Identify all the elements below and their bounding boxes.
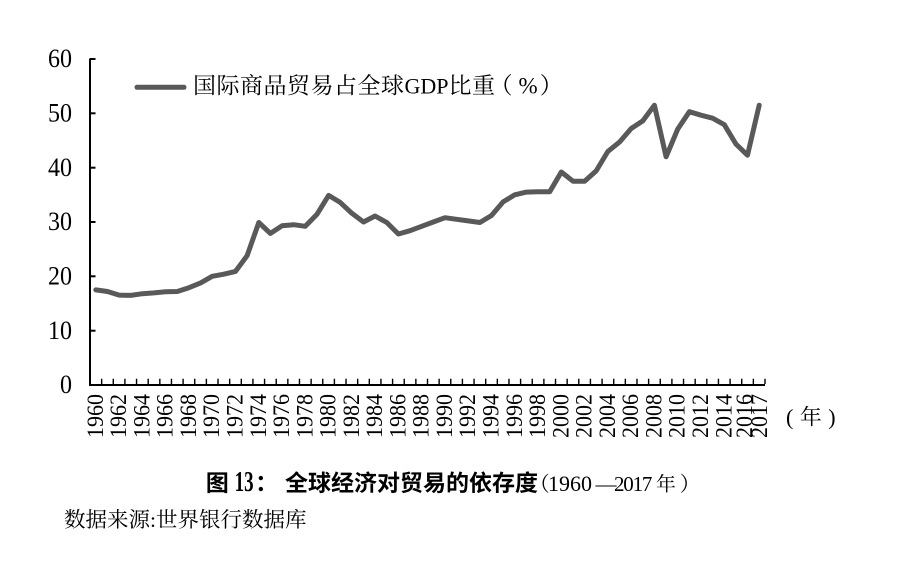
svg-text:1972: 1972 [222,394,248,438]
svg-text:1960: 1960 [82,394,108,438]
svg-text:(: ( [786,405,793,430]
svg-text:0: 0 [60,370,72,399]
svg-text:30: 30 [48,207,72,236]
svg-text:13: 13 [235,468,254,498]
svg-text:60: 60 [48,44,72,73]
svg-text:2002: 2002 [571,394,597,438]
svg-text:1986: 1986 [385,394,411,438]
svg-text:2006: 2006 [618,394,644,438]
svg-text:50: 50 [48,98,72,127]
svg-text:1964: 1964 [129,393,155,438]
svg-text:1998: 1998 [524,394,550,438]
svg-text:1980: 1980 [315,394,341,438]
svg-text:1992: 1992 [455,394,481,438]
svg-text:1988: 1988 [408,394,434,438]
svg-text:2014: 2014 [711,393,737,438]
svg-text:GDP: GDP [405,74,449,99]
svg-text:1994: 1994 [478,393,504,438]
svg-text:): ) [828,405,835,430]
svg-text:2008: 2008 [641,394,667,438]
svg-text:10: 10 [48,316,72,345]
svg-text:2017: 2017 [614,472,652,496]
svg-text:1968: 1968 [175,394,201,438]
svg-text:1976: 1976 [268,394,294,438]
svg-text:2017: 2017 [746,394,772,438]
svg-text:1970: 1970 [199,394,225,438]
svg-text:40: 40 [48,153,72,182]
svg-text:1990: 1990 [431,394,457,438]
svg-text:2012: 2012 [687,394,713,438]
svg-text:1996: 1996 [501,394,527,438]
svg-text:1960: 1960 [548,471,592,496]
svg-text:20: 20 [48,261,72,290]
svg-text:2004: 2004 [594,393,620,438]
svg-text::: : [150,508,156,532]
svg-text:1984: 1984 [361,393,387,438]
svg-text:1982: 1982 [338,394,364,438]
svg-text:2010: 2010 [664,394,690,438]
svg-text:1974: 1974 [245,393,271,438]
svg-text:1978: 1978 [292,394,318,438]
svg-text:1962: 1962 [105,394,131,438]
svg-text:2016: 2016 [731,394,757,438]
svg-text:—: — [595,472,618,496]
svg-text:2000: 2000 [548,394,574,438]
svg-text:%: % [519,74,538,99]
svg-text:1966: 1966 [152,394,178,438]
